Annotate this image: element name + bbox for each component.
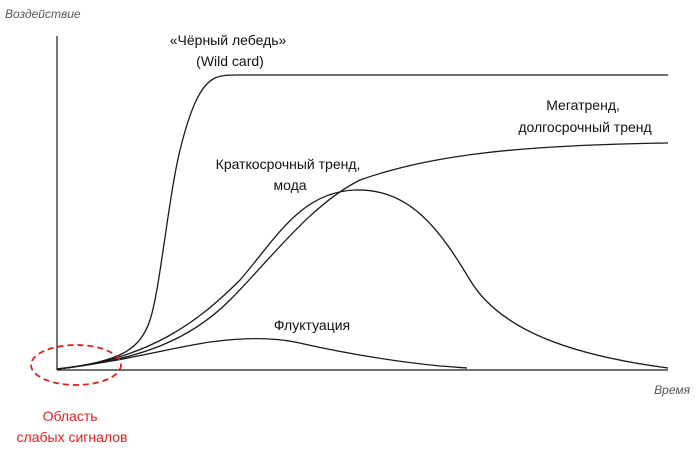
- short-term-trend-curve: [56, 189, 669, 370]
- megatrend-label: Мегатренд, долгосрочный тренд: [518, 97, 651, 135]
- y-axis-title: Воздействие: [5, 7, 81, 21]
- fluctuation-label: Флуктуация: [274, 317, 350, 333]
- black-swan-curve: [56, 74, 668, 370]
- short-term-trend-label: Краткосрочный тренд, мода: [216, 156, 365, 193]
- weak-signals-label-line-1: Область: [43, 408, 98, 424]
- short-term-trend-label-line-1: Краткосрочный тренд,: [216, 156, 361, 172]
- black-swan-label-line-2: (Wild card): [196, 53, 264, 69]
- fluctuation-label-line-1: Флуктуация: [274, 317, 350, 333]
- black-swan-label: «Чёрный лебедь» (Wild card): [170, 32, 290, 69]
- short-term-trend-label-line-2: мода: [273, 177, 306, 193]
- megatrend-label-line-2: долгосрочный тренд: [518, 119, 651, 135]
- megatrend-label-line-1: Мегатренд,: [546, 97, 620, 113]
- weak-signals-label-line-2: слабых сигналов: [17, 429, 128, 445]
- fluctuation-curve: [56, 337, 468, 370]
- weak-signals-label: Область слабых сигналов: [17, 408, 128, 445]
- black-swan-label-line-1: «Чёрный лебедь»: [170, 32, 287, 48]
- x-axis-title: Время: [654, 383, 690, 397]
- weak-signals-ellipse: [30, 344, 122, 386]
- megatrend-curve: [56, 142, 669, 370]
